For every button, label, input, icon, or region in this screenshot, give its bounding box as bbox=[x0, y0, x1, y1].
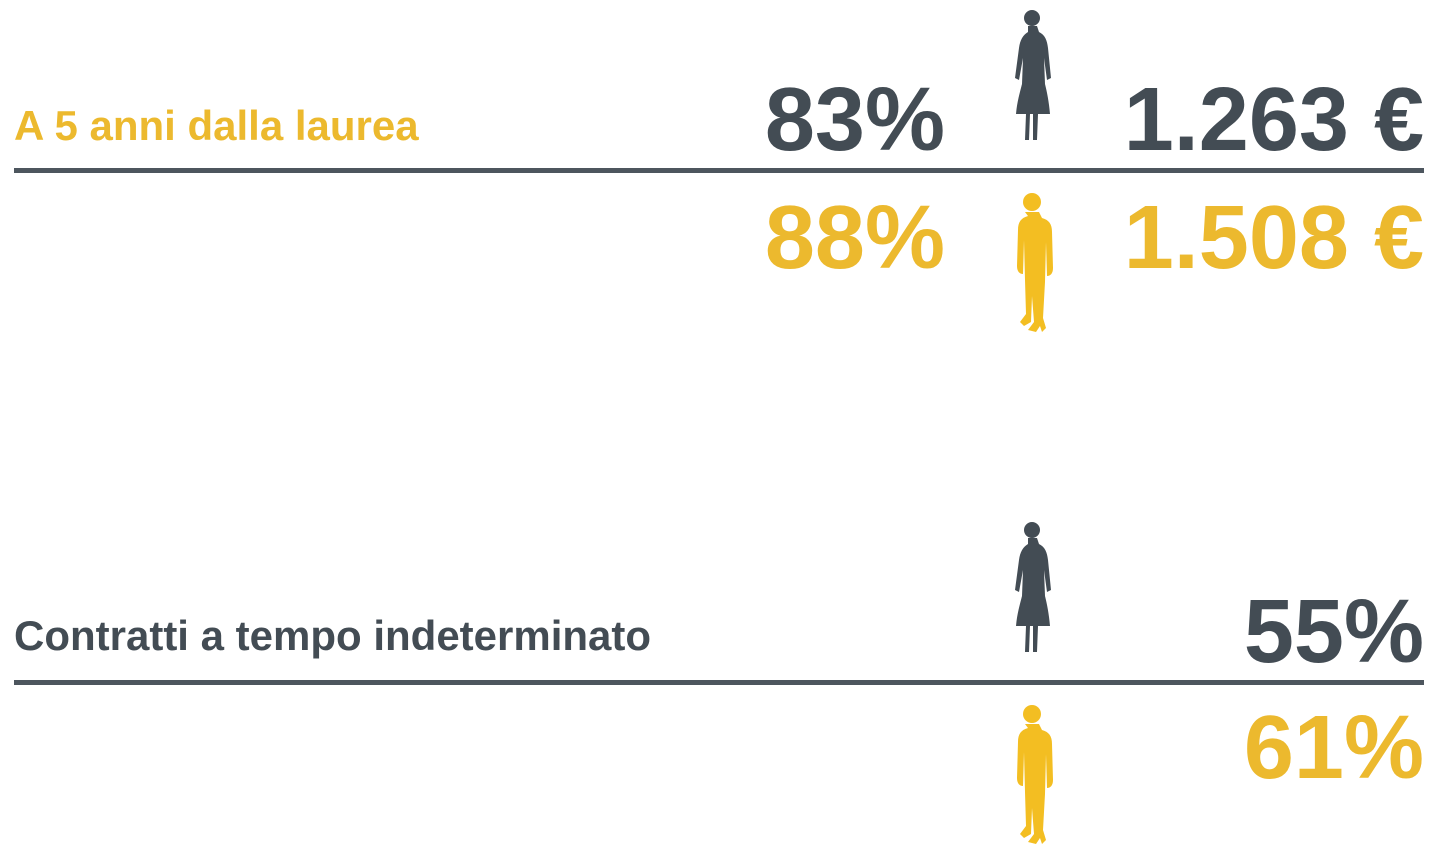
women-value: 1.263 € bbox=[1124, 70, 1424, 170]
man-icon bbox=[1017, 193, 1053, 332]
men-value: 1.508 € bbox=[1124, 188, 1424, 288]
women-value: 83% bbox=[765, 70, 945, 170]
divider bbox=[14, 168, 1424, 173]
men-value: 61% bbox=[1244, 698, 1424, 798]
men-value: 88% bbox=[765, 188, 945, 288]
divider bbox=[14, 680, 1424, 685]
woman-icon bbox=[1015, 10, 1051, 140]
section-title: A 5 anni dalla laurea bbox=[14, 102, 419, 149]
man-icon bbox=[1017, 705, 1053, 844]
woman-icon bbox=[1015, 522, 1051, 652]
women-value: 55% bbox=[1244, 582, 1424, 682]
section-title: Contratti a tempo indeterminato bbox=[14, 612, 651, 659]
